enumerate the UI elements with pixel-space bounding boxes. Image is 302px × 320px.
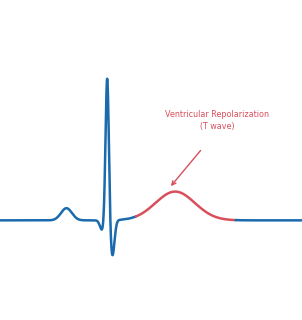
Text: Ventricular Repolarization: Ventricular Repolarization: [32, 15, 270, 30]
Text: Ventricular Repolarization
(T wave): Ventricular Repolarization (T wave): [165, 110, 269, 132]
